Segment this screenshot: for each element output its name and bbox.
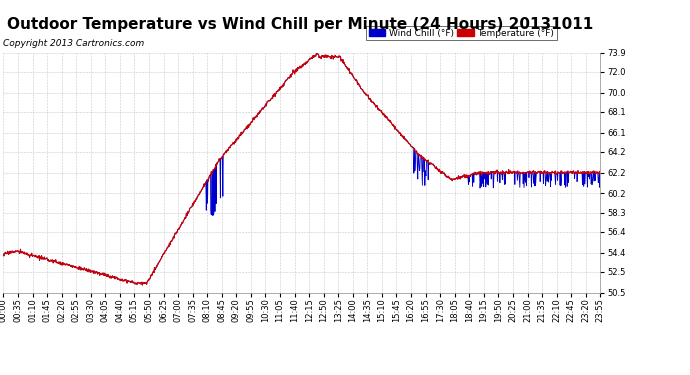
Text: Outdoor Temperature vs Wind Chill per Minute (24 Hours) 20131011: Outdoor Temperature vs Wind Chill per Mi… [7,17,593,32]
Legend: Wind Chill (°F), Temperature (°F): Wind Chill (°F), Temperature (°F) [366,26,557,40]
Text: Copyright 2013 Cartronics.com: Copyright 2013 Cartronics.com [3,39,145,48]
